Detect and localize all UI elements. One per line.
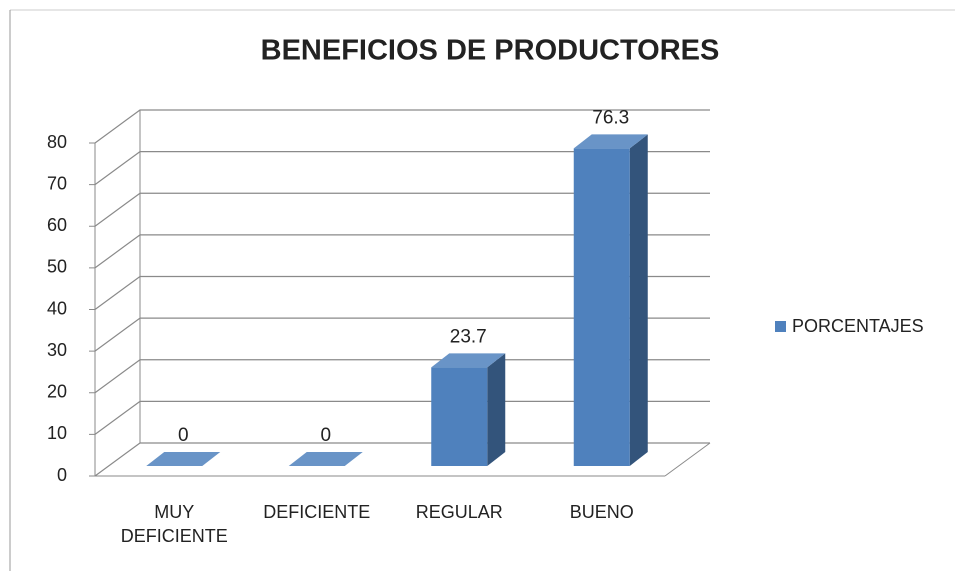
grid-line: [94, 151, 710, 186]
y-tick-label: 80: [47, 132, 67, 152]
grid-line: [94, 109, 710, 144]
y-tick-label: 50: [47, 257, 67, 277]
data-label: 0: [178, 425, 189, 446]
bar-top: [431, 353, 506, 368]
axis: [664, 442, 711, 477]
grid-line: [94, 275, 710, 310]
y-tick-label: 0: [57, 465, 67, 485]
x-tick-label: DEFICIENTE: [263, 502, 371, 522]
bar-top: [573, 134, 648, 149]
y-tick-label: 70: [47, 173, 67, 193]
chart-title: BENEFICIOS DE PRODUCTORES: [261, 35, 720, 67]
y-tick-label: 60: [47, 215, 67, 235]
y-tick-label: 20: [47, 382, 67, 402]
x-tick-label: MUY DEFICIENTE: [120, 502, 228, 546]
grid-line: [94, 317, 710, 352]
bar: [431, 367, 488, 466]
grid-line: [94, 442, 710, 477]
grid-line: [94, 234, 710, 269]
legend-swatch: [775, 321, 786, 332]
y-tick-label: 40: [47, 298, 67, 318]
data-label: 76.3: [592, 107, 629, 128]
bar-side: [487, 353, 506, 466]
y-tick-label: 10: [47, 423, 67, 443]
grid-line: [94, 359, 710, 394]
grid-line: [94, 192, 710, 227]
x-tick-label: BUENO: [569, 502, 634, 522]
x-tick-label: REGULAR: [415, 502, 503, 522]
bar-top: [288, 452, 363, 466]
data-label: 23.7: [450, 326, 487, 347]
data-label: 0: [320, 425, 331, 446]
bar-top: [146, 452, 221, 466]
legend-label: PORCENTAJES: [792, 316, 924, 336]
bar: [573, 148, 630, 466]
y-tick-label: 30: [47, 340, 67, 360]
bar-side: [629, 134, 648, 466]
grid-line: [94, 400, 710, 435]
